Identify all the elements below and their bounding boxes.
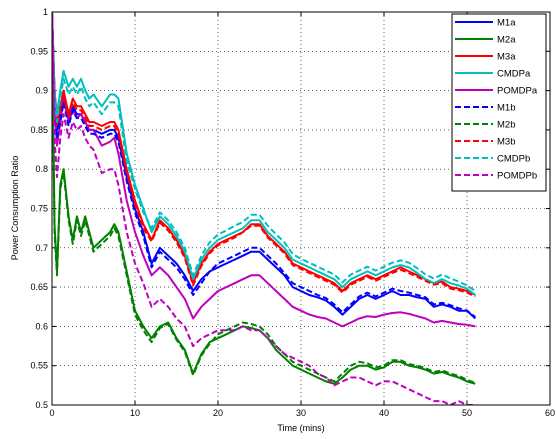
legend-label-m2b: M2b — [497, 120, 515, 131]
legend: M1a M2a M3a CMDPa POMDPa M1b M2b M3b CMDPb POMDPb — [451, 13, 547, 192]
legend-box — [451, 13, 547, 192]
y-tick-label: 0.55 — [30, 361, 48, 371]
series-lines — [52, 12, 476, 405]
legend-label-m2a: M2a — [497, 35, 516, 46]
legend-label-m3b: M3b — [497, 137, 515, 148]
y-axis-label: Power Consumption Ratio — [10, 156, 20, 261]
legend-label-pomdpa: POMDPa — [497, 86, 538, 97]
series-line-pomdpa — [52, 12, 476, 328]
y-tick-label: 1 — [43, 7, 48, 17]
x-axis-label: Time (mins) — [277, 423, 324, 433]
legend-label-m1a: M1a — [497, 18, 516, 29]
y-tick-label: 0.7 — [35, 243, 48, 253]
x-tick-labels: 0 10 20 30 40 50 60 — [49, 408, 555, 418]
legend-label-cmdpb: CMDPb — [497, 154, 530, 165]
y-tick-label: 0.95 — [30, 46, 48, 56]
legend-label-m3a: M3a — [497, 52, 516, 63]
series-line-m1b — [52, 12, 476, 318]
legend-label-pomdpb: POMDPb — [497, 171, 537, 182]
series-line-m3b — [52, 12, 476, 298]
x-tick-label: 60 — [545, 408, 555, 418]
plot-frame — [51, 11, 551, 406]
x-tick-label: 50 — [462, 408, 472, 418]
legend-label-m1b: M1b — [497, 103, 515, 114]
y-tick-labels: 0.5 0.55 0.6 0.65 0.7 0.75 0.8 0.85 0.9 0.95 1 — [30, 7, 48, 410]
x-tick-label: 0 — [49, 408, 54, 418]
y-tick-label: 0.65 — [30, 282, 48, 292]
y-tick-label: 0.8 — [35, 164, 48, 174]
y-tick-label: 0.5 — [35, 400, 48, 410]
series-line-cmdpa — [52, 12, 476, 296]
series-line-m3a — [52, 12, 476, 296]
series-line-pomdpb — [52, 12, 476, 405]
y-tick-label: 0.9 — [35, 86, 48, 96]
x-tick-label: 10 — [130, 408, 140, 418]
y-tick-label: 0.75 — [30, 204, 48, 214]
y-tick-label: 0.85 — [30, 125, 48, 135]
legend-label-cmdpa: CMDPa — [497, 69, 531, 80]
x-tick-label: 30 — [296, 408, 306, 418]
x-tick-label: 40 — [379, 408, 389, 418]
series-line-m2b — [52, 12, 476, 384]
y-tick-label: 0.6 — [35, 321, 48, 331]
x-tick-label: 20 — [213, 408, 223, 418]
